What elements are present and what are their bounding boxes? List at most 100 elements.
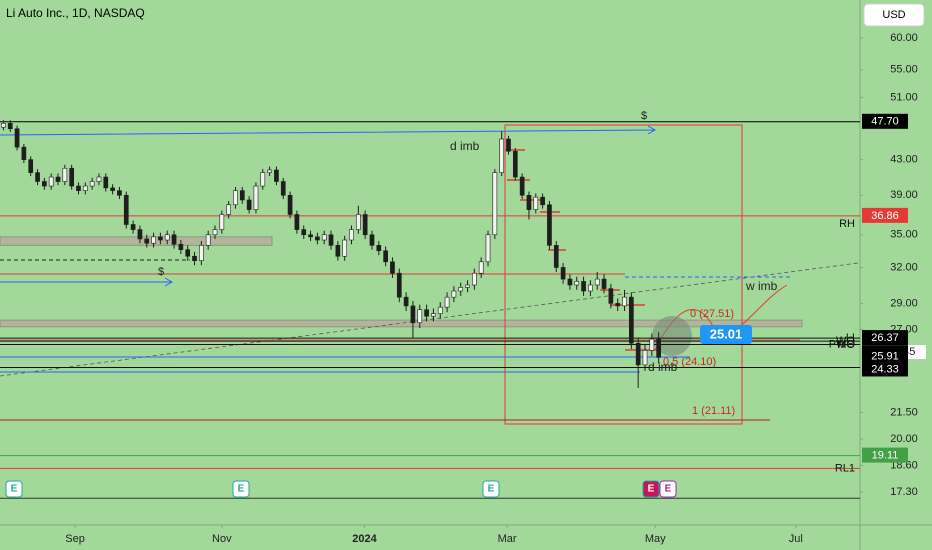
annotation: $: [641, 110, 647, 122]
y-tick-label: 20.00: [890, 433, 918, 445]
candle-body: [103, 176, 109, 189]
candle-body: [219, 214, 225, 230]
annotation: 0 (27.51): [690, 308, 734, 320]
y-tick-label: 17.30: [890, 486, 918, 498]
candle-body: [362, 214, 368, 236]
price-label: 25.91: [871, 350, 899, 362]
chart-title: Li Auto Inc., 1D, NASDAQ: [6, 6, 145, 20]
candle-body: [492, 172, 498, 236]
candle-body: [629, 296, 634, 344]
candle-body: [437, 306, 443, 314]
x-tick-label: Jul: [789, 533, 803, 545]
highlight: [652, 316, 692, 356]
candle-body: [588, 284, 593, 292]
candle-body: [410, 305, 416, 324]
price-label: 19.11: [872, 449, 899, 461]
candle-body: [96, 176, 102, 182]
trend-line: [0, 262, 859, 377]
candle-body: [110, 187, 115, 191]
x-tick-label: May: [645, 533, 666, 545]
candle-body: [274, 169, 279, 182]
annotation: $: [158, 266, 164, 278]
candle-body: [62, 167, 68, 182]
candle-body: [178, 243, 184, 250]
candle-body: [383, 250, 388, 263]
y-tick-label: 55.00: [890, 64, 918, 76]
y-tick-label: 32.00: [890, 261, 918, 273]
candle-body: [14, 128, 20, 148]
level-tag: RL1: [835, 462, 855, 474]
last-price-badge: [700, 325, 752, 344]
candle-body: [260, 172, 266, 187]
price-box: [862, 361, 908, 377]
candle-body: [444, 296, 450, 308]
plot: [0, 120, 860, 499]
currency-button[interactable]: [863, 3, 925, 27]
level-tag: RH: [839, 218, 855, 230]
candle-body: [246, 199, 252, 210]
candle-body: [144, 238, 150, 244]
candle-body: [35, 172, 40, 182]
candle-body: [424, 309, 429, 317]
last-price: 25.01: [710, 326, 743, 341]
zone: [0, 319, 803, 328]
level-tag: MO: [837, 339, 855, 351]
candle-body: [635, 342, 641, 366]
candle-body: [533, 196, 539, 210]
candle-body: [130, 224, 136, 230]
candle-body: [581, 281, 586, 292]
candle-body: [117, 190, 122, 196]
price-box: [862, 330, 908, 346]
y-tick-label: 29.00: [890, 297, 918, 309]
candle-body: [69, 167, 75, 187]
level-tag: WO: [836, 335, 855, 347]
candle-body: [526, 194, 532, 210]
candle-body: [355, 214, 361, 230]
candle-body: [335, 245, 341, 257]
candle-body: [171, 234, 177, 245]
event-label: E: [11, 484, 18, 495]
event-label: E: [238, 484, 245, 495]
annotation: d imb: [450, 139, 480, 153]
candle-body: [540, 196, 545, 206]
candle-body: [615, 303, 621, 307]
candle-body: [649, 338, 655, 351]
candle-body: [390, 261, 395, 274]
candle-body: [506, 138, 511, 152]
candle-body: [89, 181, 95, 187]
candle-body: [567, 278, 573, 286]
candle-body: [417, 309, 423, 324]
candle-body: [574, 281, 580, 286]
x-tick-label: Sep: [65, 533, 85, 545]
candle-body: [239, 190, 245, 201]
candle-body: [199, 245, 204, 261]
candle-body: [1, 123, 6, 128]
candle-body: [185, 249, 191, 257]
candle-body: [82, 185, 88, 191]
candle-body: [458, 287, 464, 292]
level-tag: LI: [846, 332, 855, 344]
price-label: 47.70: [871, 116, 899, 128]
candle-body: [158, 236, 163, 241]
candle-body: [151, 236, 156, 244]
candle-body: [7, 123, 13, 130]
candle-body: [499, 138, 505, 173]
event-icon: [482, 480, 500, 498]
candle-body: [553, 245, 559, 268]
candle-body: [192, 255, 197, 261]
candle-body: [137, 229, 143, 240]
candle-body: [512, 150, 518, 178]
candle-body: [642, 350, 648, 366]
candle-body: [342, 239, 348, 257]
candle-body: [485, 234, 491, 263]
annotation: d imb: [648, 360, 678, 374]
currency[interactable]: USD: [882, 9, 905, 21]
candle-body: [308, 234, 313, 238]
candle-body: [601, 278, 607, 289]
event-label: E: [648, 484, 655, 495]
candle-body: [226, 204, 231, 215]
price-box: [862, 348, 908, 364]
price-box: [862, 207, 908, 223]
candle-body: [656, 338, 661, 358]
